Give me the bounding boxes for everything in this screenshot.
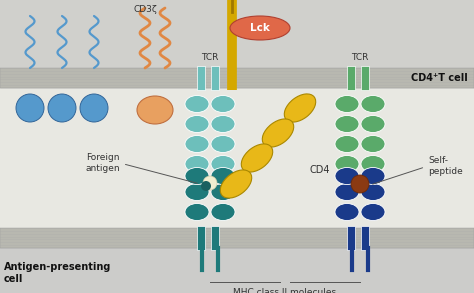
Ellipse shape [361,115,385,132]
Ellipse shape [137,96,173,124]
Ellipse shape [185,156,209,173]
Text: TCR: TCR [351,53,369,62]
Ellipse shape [185,183,209,200]
Ellipse shape [335,183,359,200]
Ellipse shape [335,204,359,221]
Ellipse shape [284,94,316,122]
Circle shape [203,176,217,190]
Circle shape [80,94,108,122]
Ellipse shape [361,168,385,185]
Bar [347,66,355,90]
Text: CD4: CD4 [310,165,330,175]
Text: Lck: Lck [250,23,270,33]
Bar [197,66,205,90]
Bar [361,226,369,250]
Text: TCR: TCR [201,53,219,62]
Ellipse shape [220,170,252,198]
Ellipse shape [211,115,235,132]
Ellipse shape [262,119,294,147]
Ellipse shape [230,16,290,40]
Ellipse shape [185,204,209,221]
Bar [0,68,474,88]
Ellipse shape [361,204,385,221]
Text: Foreign
antigen: Foreign antigen [85,153,197,183]
Ellipse shape [335,168,359,185]
Ellipse shape [361,96,385,113]
Ellipse shape [185,96,209,113]
Ellipse shape [335,156,359,173]
Ellipse shape [361,156,385,173]
Ellipse shape [185,168,209,185]
Circle shape [48,94,76,122]
Circle shape [201,181,211,191]
Text: CD3ζ: CD3ζ [133,5,157,14]
Text: MHC class II molecules: MHC class II molecules [233,288,337,293]
Bar [211,66,219,90]
Bar [211,226,219,250]
Circle shape [351,175,369,193]
Ellipse shape [335,96,359,113]
Bar [361,66,369,90]
Ellipse shape [185,115,209,132]
Ellipse shape [185,135,209,152]
Bar [0,0,474,68]
Bar [0,248,474,293]
Text: CD4⁺T cell: CD4⁺T cell [411,73,468,83]
Ellipse shape [361,183,385,200]
Bar [0,228,474,248]
Text: Antigen-presenting
cell: Antigen-presenting cell [4,262,111,284]
Bar [0,88,474,228]
Ellipse shape [211,183,235,200]
Ellipse shape [211,135,235,152]
Ellipse shape [361,135,385,152]
Ellipse shape [335,135,359,152]
Bar [197,226,205,250]
Ellipse shape [211,168,235,185]
Ellipse shape [335,115,359,132]
Bar [347,226,355,250]
Ellipse shape [211,96,235,113]
Circle shape [16,94,44,122]
Text: Self-
peptide: Self- peptide [373,156,463,184]
Ellipse shape [211,204,235,221]
Ellipse shape [241,144,273,172]
Ellipse shape [211,156,235,173]
